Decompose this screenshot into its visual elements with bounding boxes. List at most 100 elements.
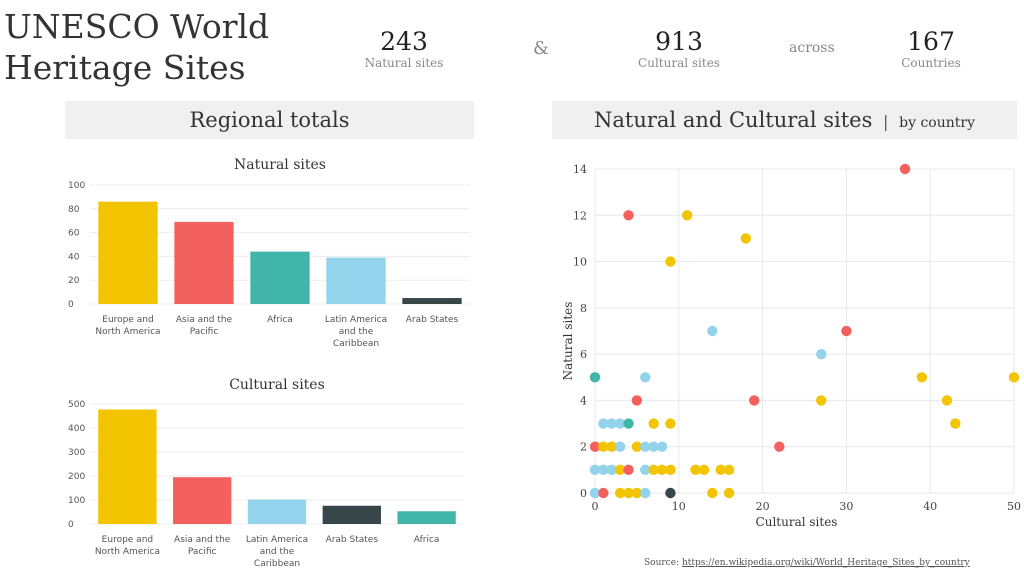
scatter-point-33[interactable] (598, 464, 609, 476)
scatter-point-7[interactable] (816, 348, 827, 360)
countries-count-label: Countries (901, 56, 961, 70)
scatter-point-40[interactable] (665, 464, 676, 476)
across-text: across (789, 40, 835, 56)
scatter-point-16[interactable] (598, 418, 609, 429)
chart-1-bar-1[interactable] (173, 477, 232, 524)
scatter-point-4[interactable] (665, 256, 676, 267)
scatter-title: Natural and Cultural sites (594, 108, 873, 132)
scatter-xtick: 0 (592, 500, 599, 513)
scatter-point-31[interactable] (774, 441, 785, 452)
chart-0-category-label: Europe and (102, 315, 153, 325)
scatter-point-30[interactable] (656, 441, 668, 452)
scatter-point-8[interactable] (589, 372, 601, 383)
scatter-point-24[interactable] (598, 441, 609, 452)
source-link[interactable]: https://en.wikipedia.org/wiki/World_Heri… (681, 558, 970, 568)
scatter-point-48[interactable] (623, 487, 634, 499)
scatter-ytick: 2 (580, 441, 587, 454)
scatter-point-53[interactable] (723, 487, 735, 499)
scatter-point-49[interactable] (631, 487, 643, 499)
scatter-point-26[interactable] (614, 441, 626, 452)
scatter-point-0[interactable] (899, 163, 911, 175)
chart-1-bar-2[interactable] (247, 499, 307, 524)
scatter-point-41[interactable] (690, 464, 701, 476)
scatter-point-35[interactable] (614, 464, 626, 476)
scatter-point-36[interactable] (623, 464, 634, 476)
scatter-x-axis-label: Cultural sites (756, 515, 838, 529)
scatter-point-50[interactable] (640, 487, 651, 499)
scatter-point-13[interactable] (749, 395, 760, 406)
scatter-point-45[interactable] (589, 487, 601, 499)
scatter-point-2[interactable] (681, 210, 693, 221)
scatter-point-25[interactable] (606, 441, 617, 452)
scatter-y-axis-label: Natural sites (561, 302, 575, 381)
scatter-point-22[interactable] (950, 418, 961, 429)
scatter-point-5[interactable] (707, 325, 718, 337)
chart-1-category-label: Europe and (102, 535, 153, 545)
scatter-point-3[interactable] (740, 233, 752, 244)
page-title: UNESCO World Heritage Sites (4, 6, 269, 88)
scatter-point-19[interactable] (623, 418, 634, 429)
scatter-point-12[interactable] (631, 395, 643, 406)
scatter-point-23[interactable] (589, 441, 601, 452)
scatter-point-51[interactable] (665, 487, 676, 499)
chart-0-bar-4[interactable] (402, 298, 462, 304)
scatter-ytick: 4 (580, 394, 587, 407)
scatter-point-34[interactable] (606, 464, 617, 476)
scatter-point-29[interactable] (648, 441, 659, 452)
chart-1-ytick: 500 (68, 400, 85, 410)
chart-1-category-label: Asia and the (174, 535, 231, 545)
scatter-point-42[interactable] (698, 464, 710, 476)
scatter-xtick: 40 (923, 500, 937, 513)
scatter-point-28[interactable] (640, 441, 651, 452)
chart-0-bar-0[interactable] (98, 201, 158, 304)
title-line-2: Heritage Sites (4, 48, 246, 87)
chart-0-category-label: Caribbean (333, 339, 379, 349)
scatter-point-6[interactable] (841, 325, 852, 337)
scatter-point-21[interactable] (665, 418, 676, 429)
scatter-point-15[interactable] (941, 395, 953, 406)
chart-0-bar-1[interactable] (174, 221, 234, 304)
title-separator: | (883, 112, 889, 131)
natural-count: 243 (380, 27, 428, 56)
scatter-ytick: 10 (573, 256, 587, 269)
chart-1-ytick: 400 (68, 424, 85, 434)
scatter-point-9[interactable] (640, 372, 651, 383)
scatter-point-43[interactable] (715, 464, 726, 476)
chart-1-bar-0[interactable] (98, 409, 157, 524)
scatter-point-17[interactable] (606, 418, 617, 429)
chart-0-ytick: 40 (68, 252, 80, 262)
chart-1-category-label: Africa (414, 535, 440, 545)
chart-1-category-label: Arab States (326, 535, 379, 545)
chart-0-ytick: 0 (68, 300, 74, 310)
scatter-point-39[interactable] (656, 464, 668, 476)
source-note: Source: https://en.wikipedia.org/wiki/Wo… (644, 558, 970, 568)
scatter-ytick: 14 (573, 163, 587, 176)
chart-1-bar-4[interactable] (397, 511, 456, 524)
chart-0-bar-2[interactable] (250, 251, 310, 304)
scatter-point-32[interactable] (589, 464, 601, 476)
scatter-point-11[interactable] (1008, 372, 1020, 383)
scatter-point-47[interactable] (614, 487, 626, 499)
scatter-point-44[interactable] (723, 464, 735, 476)
scatter-point-18[interactable] (614, 418, 626, 429)
scatter-point-37[interactable] (640, 464, 651, 476)
chart-0-bar-3[interactable] (326, 257, 386, 304)
scatter-point-46[interactable] (598, 487, 609, 499)
chart-0-ytick: 60 (68, 229, 80, 239)
scatter-point-10[interactable] (916, 372, 928, 383)
chart-1-bar-3[interactable] (322, 505, 381, 524)
scatter-point-27[interactable] (631, 441, 643, 452)
chart-0-ytick: 20 (68, 276, 80, 286)
scatter-point-38[interactable] (648, 464, 659, 476)
scatter-point-20[interactable] (648, 418, 659, 429)
scatter-point-52[interactable] (707, 487, 718, 499)
cultural-stat: 913 Cultural sites (634, 28, 724, 71)
scatter-point-1[interactable] (623, 210, 634, 221)
scatter-ytick: 8 (580, 302, 587, 315)
ampersand: & (533, 38, 550, 59)
scatter-point-14[interactable] (816, 395, 827, 406)
source-prefix: Source: (644, 558, 682, 568)
chart-0-category-label: Asia and the (176, 315, 233, 325)
countries-count: 167 (907, 27, 955, 56)
